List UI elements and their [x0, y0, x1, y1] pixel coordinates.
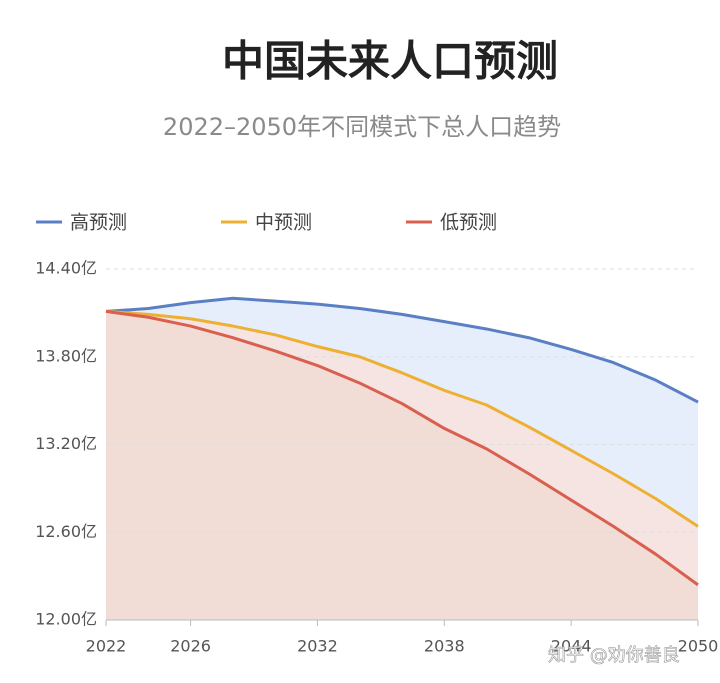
series-line [105, 309, 699, 587]
x-tick-label: 2026 [170, 637, 211, 656]
chart-subtitle: 2022–2050年不同模式下总人口趋势 [163, 113, 561, 141]
labels: 12.00亿 12.60亿 13.20亿 13.80亿 14.40亿 2022 2026 20… [35, 212, 718, 667]
x-tick-label: 2050 [678, 637, 719, 656]
lines [105, 296, 699, 587]
legend-label: 中预测 [255, 212, 312, 234]
series-line [105, 296, 699, 404]
chart-title: 中国未来人口预测 [222, 37, 558, 86]
series-line [105, 309, 699, 528]
legend-label: 低预测 [440, 212, 497, 234]
y-tick-label: 12.60亿 [35, 522, 97, 541]
y-tick-label: 12.00亿 [35, 610, 97, 629]
legend-label: 高预测 [70, 212, 127, 234]
areas [106, 298, 698, 620]
y-tick-label: 13.20亿 [35, 434, 97, 453]
watermark: 知乎 @劝你善良 [548, 645, 680, 666]
x-tick-label: 2038 [424, 637, 465, 656]
x-tick-label: 2032 [297, 637, 338, 656]
y-tick-label: 14.40亿 [35, 259, 97, 278]
x-tick-label: 2044 [551, 637, 592, 656]
x-tick-label: 2022 [86, 637, 127, 656]
grid [105, 268, 699, 626]
y-tick-label: 13.80亿 [35, 346, 97, 365]
series-area [106, 311, 698, 620]
